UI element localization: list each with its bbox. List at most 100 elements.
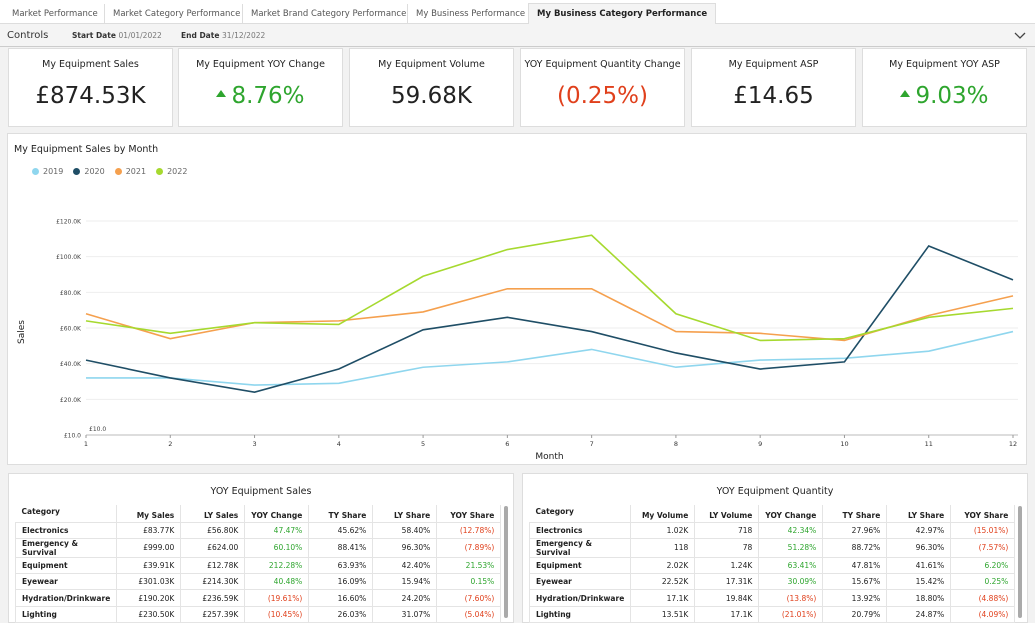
tab-market-performance[interactable]: Market Performance <box>12 9 98 19</box>
column-header[interactable]: LY Share <box>372 505 438 523</box>
column-header[interactable]: Category <box>535 507 574 516</box>
column-header[interactable]: YOY Share <box>950 505 1016 523</box>
column-header[interactable]: Category <box>21 507 60 516</box>
table-cell: 17.1K <box>630 589 696 607</box>
kpi-value-wrap: 8.76% <box>179 83 342 109</box>
y-tick-label: £100.0K <box>56 254 82 261</box>
table-cell: 27.96% <box>822 521 888 539</box>
table-cell: (13.8%) <box>758 589 824 607</box>
table-cell: Emergency & Survival <box>528 537 632 558</box>
table-cell: (4.09%) <box>950 605 1016 623</box>
chart-legend: 2019 2020 2021 2022 <box>32 167 187 176</box>
table-cell: 13.92% <box>822 589 888 607</box>
column-header[interactable]: TY Share <box>308 505 374 523</box>
table-cell: £624.00 <box>180 537 246 558</box>
column-header[interactable]: LY Share <box>886 505 952 523</box>
table-cell: £230.50K <box>116 605 182 623</box>
tab-market-category-performance[interactable]: Market Category Performance <box>104 4 248 24</box>
y-tick-label: £40.0K <box>60 361 82 368</box>
table-cell: 60.10% <box>244 537 310 558</box>
y-tick-label: £60.0K <box>60 326 82 333</box>
tab-my-business-performance[interactable]: My Business Performance <box>407 4 533 24</box>
kpi-card: YOY Equipment Quantity Change (0.25%) <box>520 48 685 127</box>
table-row[interactable]: Hydration/Drinkware £190.20K £236.59K (19.6… <box>14 589 502 607</box>
table-cell: 1.24K <box>694 556 760 575</box>
kpi-card: My Equipment YOY Change 8.76% <box>178 48 343 127</box>
sales-by-month-chart: My Equipment Sales by Month 2019 2020 2021… <box>7 133 1027 465</box>
table-cell: £56.80K <box>180 521 246 539</box>
table-row[interactable]: Equipment £39.91K £12.78K 212.28% 63.93% 42.4… <box>14 556 502 575</box>
table-cell: £214.30K <box>180 573 246 591</box>
table-cell: (4.88%) <box>950 589 1016 607</box>
table-cell: 40.48% <box>244 573 310 591</box>
table-row[interactable]: Hydration/Drinkware 17.1K 19.84K (13.8%) 13.… <box>528 589 1016 607</box>
column-header[interactable]: YOY Change <box>758 505 824 523</box>
x-axis-label: Month <box>535 452 563 462</box>
table-row[interactable]: Emergency & Survival £999.00 £624.00 60.10%… <box>14 537 502 558</box>
y-tick-label: £80.0K <box>60 290 82 297</box>
x-tick-label: 11 <box>925 440 933 448</box>
column-header[interactable]: My Sales <box>116 505 182 523</box>
table-cell: 42.40% <box>372 556 438 575</box>
table-cell: 96.30% <box>372 537 438 558</box>
table-row[interactable]: Electronics 1.02K 718 42.34% 27.96% 42.97% (15… <box>528 521 1016 539</box>
table-cell: 42.97% <box>886 521 952 539</box>
legend-item[interactable]: 2022 <box>156 167 187 176</box>
kpi-value-wrap: £874.53K <box>9 83 172 109</box>
start-date-control[interactable]: Start Date 01/01/2022 <box>72 24 162 47</box>
table-cell: £236.59K <box>180 589 246 607</box>
table-row[interactable]: Emergency & Survival 118 78 51.28% 88.72% 96.… <box>528 537 1016 558</box>
column-header[interactable]: LY Sales <box>180 505 246 523</box>
table-cell: (15.01%) <box>950 521 1016 539</box>
table-cell: 47.47% <box>244 521 310 539</box>
legend-label: 2019 <box>43 167 64 176</box>
table-cell: 1.02K <box>630 521 696 539</box>
legend-item[interactable]: 2019 <box>32 167 63 176</box>
chevron-down-icon[interactable] <box>1013 28 1027 42</box>
sales-table-scrollbar[interactable] <box>504 506 508 618</box>
table-row[interactable]: Lighting 13.51K 17.1K (21.01%) 20.79% 24.87%(… <box>528 605 1016 623</box>
kpi-title: My Equipment YOY Change <box>196 59 325 70</box>
table-row[interactable]: Eyewear 22.52K 17.31K 30.09% 15.67% 15.42% 0.2… <box>528 573 1016 591</box>
table-cell: £190.20K <box>116 589 182 607</box>
table-cell: (12.78%) <box>436 521 502 539</box>
series-line-2022 <box>85 234 1014 342</box>
tab-my-business-category-performance[interactable]: My Business Category Performance <box>528 3 717 24</box>
controls-bar[interactable]: Controls Start Date 01/01/2022 End Date … <box>0 24 1035 47</box>
table-row[interactable]: Eyewear £301.03K £214.30K 40.48% 16.09% 15.94… <box>14 573 502 591</box>
kpi-value: 8.76% <box>231 83 305 109</box>
sales-table-title: YOY Equipment Sales <box>210 486 312 497</box>
table-cell: 15.67% <box>822 573 888 591</box>
column-header[interactable]: YOY Change <box>244 505 310 523</box>
legend-item[interactable]: 2021 <box>114 167 146 176</box>
kpi-title: My Equipment Sales <box>42 59 139 70</box>
y-axis-label: Sales <box>17 320 27 344</box>
column-header[interactable]: My Volume <box>630 505 696 523</box>
y-tick-label: £20.0K <box>60 397 82 404</box>
table-cell: 22.52K <box>630 573 696 591</box>
kpi-title: My Equipment Volume <box>378 59 485 70</box>
end-date-control[interactable]: End Date 31/12/2022 <box>181 24 265 47</box>
table-cell: 58.40% <box>372 521 438 539</box>
kpi-title: My Equipment ASP <box>728 59 819 70</box>
table-cell: 30.09% <box>758 573 824 591</box>
up-arrow-icon <box>900 90 911 97</box>
tab-market-brand-category-performance[interactable]: Market Brand Category Performance <box>242 4 414 24</box>
column-header[interactable]: TY Share <box>822 505 888 523</box>
x-tick-label: 6 <box>505 440 509 448</box>
legend-item[interactable]: 2020 <box>73 167 105 176</box>
table-row[interactable]: Electronics £83.77K £56.80K 47.47% 45.62% 58.… <box>14 521 502 539</box>
table-cell: 16.09% <box>308 573 374 591</box>
table-cell: 718 <box>694 521 760 539</box>
start-date-label: Start Date <box>72 31 116 40</box>
column-header[interactable]: LY Volume <box>694 505 760 523</box>
series-line-2020 <box>85 244 1014 394</box>
column-header[interactable]: YOY Share <box>436 505 502 523</box>
table-cell: 17.31K <box>694 573 760 591</box>
table-row[interactable]: Equipment 2.02K 1.24K 63.41% 47.81% 41.61% 6.2… <box>528 556 1016 575</box>
x-tick-label: 9 <box>758 440 762 448</box>
quantity-table-scrollbar[interactable] <box>1018 506 1022 618</box>
kpi-value-wrap: 9.03% <box>863 83 1026 109</box>
table-row[interactable]: Lighting £230.50K £257.39K (10.45%) 26.03% 31… <box>14 605 502 623</box>
table-cell: 63.93% <box>308 556 374 575</box>
